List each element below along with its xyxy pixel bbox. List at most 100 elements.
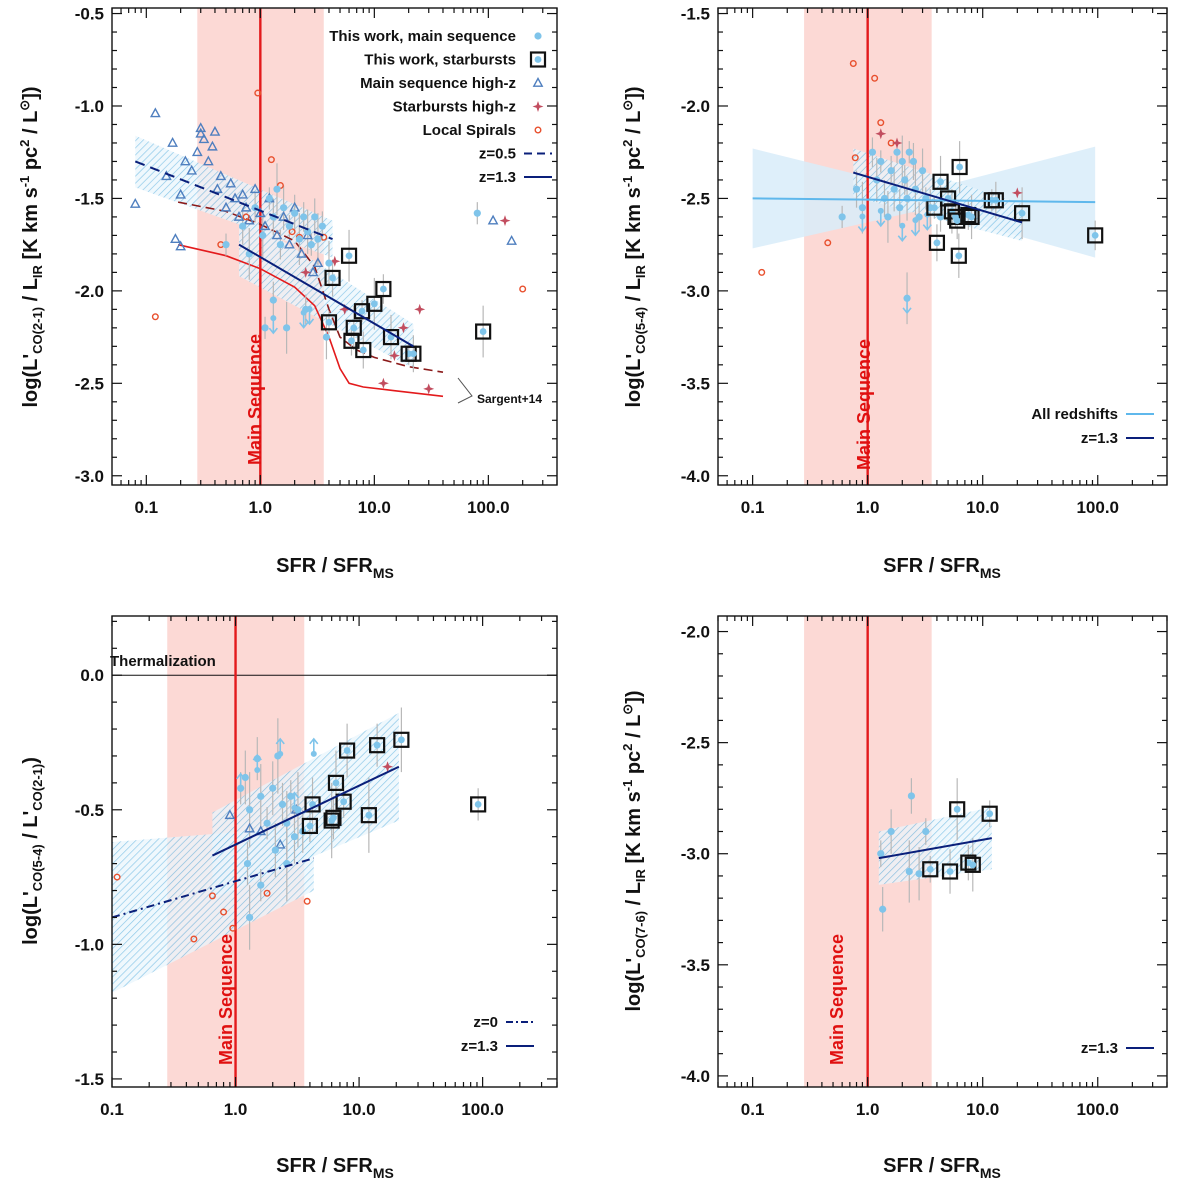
x-tick-label: 0.1 [741, 498, 765, 517]
data-point-starburst [922, 861, 939, 878]
fit-line-z=1.3 [853, 171, 1023, 224]
fit-line-z=0 [112, 857, 315, 919]
data-point-starburst [393, 731, 410, 748]
legend-entry: z=1.3 [479, 169, 552, 186]
data-point-ms [890, 185, 898, 193]
data-point-ms-highz [296, 247, 307, 258]
panel-co21-lir: 0.1 1.0 10.0 100.0-0.5-1.0-1.5-2.0-2.5-3.0 … [17, 5, 558, 581]
data-point-ms-highz [209, 125, 221, 136]
legend-entry: Starbursts high-z [393, 99, 544, 116]
data-point-sb-highz [414, 303, 426, 315]
y-axis-label: log(L'CO(5-4) / L'CO(2-1)) [20, 757, 45, 945]
data-point-local-spiral [758, 268, 766, 276]
data-point-ms [858, 204, 867, 212]
data-point-ms-highz [211, 183, 223, 194]
y-tick-label: -4.0 [681, 467, 710, 486]
data-point-ms-highz [198, 133, 210, 144]
data-point-ms-highz [129, 198, 141, 208]
x-tick-label: 0.1 [135, 498, 159, 517]
data-point-ms-highz [312, 257, 324, 268]
data-point-ms [259, 231, 267, 240]
data-point-starburst [963, 208, 980, 226]
data-point-ms [922, 827, 930, 836]
main-sequence-label: Main Sequence [245, 334, 265, 465]
data-point-local-spiral [303, 897, 311, 905]
data-point-ms [880, 194, 889, 203]
y-tick-label: -2.0 [681, 623, 710, 642]
data-point-ms [311, 213, 319, 221]
upper-limit-arrow [897, 222, 907, 242]
data-point-sb-highz [382, 761, 394, 773]
data-point-local-spiral [151, 313, 159, 321]
data-point-starburst [340, 247, 358, 264]
data-point-ms-highz [249, 183, 261, 194]
data-point-ms [285, 222, 294, 230]
data-point-ms [318, 222, 326, 230]
data-point-ms [271, 846, 279, 854]
data-point-starburst [375, 280, 392, 298]
data-point-ms [473, 209, 481, 217]
legend-entry: z=1.3 [1081, 1040, 1154, 1057]
data-point-ms-highz [229, 192, 241, 203]
y-tick-label: -1.0 [75, 97, 104, 116]
svg-text:z=1.3: z=1.3 [479, 169, 516, 186]
data-point-starburst [320, 314, 338, 331]
data-point-ms [896, 204, 904, 212]
thermalization-label: Thermalization [110, 653, 216, 670]
svg-text:Sargent+14: Sargent+14 [477, 392, 542, 406]
data-point-ms-highz [259, 220, 271, 231]
data-point-starburst [366, 295, 383, 312]
data-point-ms [901, 176, 909, 184]
upper-limit-arrow [876, 207, 886, 228]
upper-limit-arrow [304, 305, 315, 326]
legend-entry: This work, main sequence [329, 28, 542, 45]
data-point-ms [280, 204, 288, 212]
data-point-ms [304, 228, 312, 236]
data-point-starburst [932, 173, 949, 190]
plot-frame [717, 7, 1168, 486]
fit-line-All redshifts [752, 197, 1096, 204]
data-point-local-spiral [877, 119, 885, 127]
data-point-ms-highz [202, 155, 214, 166]
data-point-ms-highz [233, 210, 245, 221]
axes: 0.1 1.0 10.0 100.0 -0.5 -1.0 -1.5 -2.0 -2.5 -3.0 [75, 5, 558, 517]
data-point-ms [905, 148, 913, 156]
data-point-starburst [949, 801, 966, 818]
data-point-starburst [325, 809, 342, 826]
y-tick-label: -2.0 [75, 282, 104, 301]
data-point-ms [263, 819, 271, 827]
data-point-ms-highz [244, 822, 255, 833]
x-tick-label: 10.0 [343, 1100, 376, 1119]
data-point-local-spiral [242, 213, 250, 221]
data-point-ms-highz [170, 233, 181, 244]
data-point-starburst [928, 234, 946, 251]
data-point-sb-highz [423, 383, 435, 395]
svg-text:Starbursts high-z: Starbursts high-z [393, 99, 516, 116]
x-tick-label: 1.0 [856, 1100, 880, 1119]
data-point-ms [239, 222, 247, 230]
data-point-starburst [335, 793, 352, 810]
data-point-starburst [1013, 205, 1031, 222]
legend-entry: This work, starbursts [364, 51, 547, 69]
y-tick-label: -2.0 [681, 97, 710, 116]
legend: z=1.3 [1081, 1040, 1154, 1057]
data-point-starburst [981, 805, 998, 822]
data-point-ms [915, 870, 923, 878]
main-sequence-label: Main Sequence [854, 339, 874, 470]
x-tick-label: 1.0 [856, 498, 880, 517]
legend: This work, main sequence This work, starb… [329, 28, 552, 186]
data-point-ms [243, 860, 252, 868]
data-point-starburst [345, 319, 362, 336]
y-tick-label: -3.0 [75, 467, 104, 486]
data-point-ms [269, 784, 277, 792]
data-point-sb-highz [532, 101, 544, 112]
data-point-ms-highz [487, 214, 499, 225]
lower-limit-arrow [275, 737, 285, 757]
data-point-sb-highz [339, 303, 351, 315]
data-point-ms [905, 867, 913, 876]
data-point-ms [290, 833, 299, 841]
data-point-starburst [369, 737, 386, 754]
fit-line-z=0.5 [134, 160, 333, 241]
data-point-ms [884, 213, 892, 221]
data-point-starburst [529, 51, 547, 68]
